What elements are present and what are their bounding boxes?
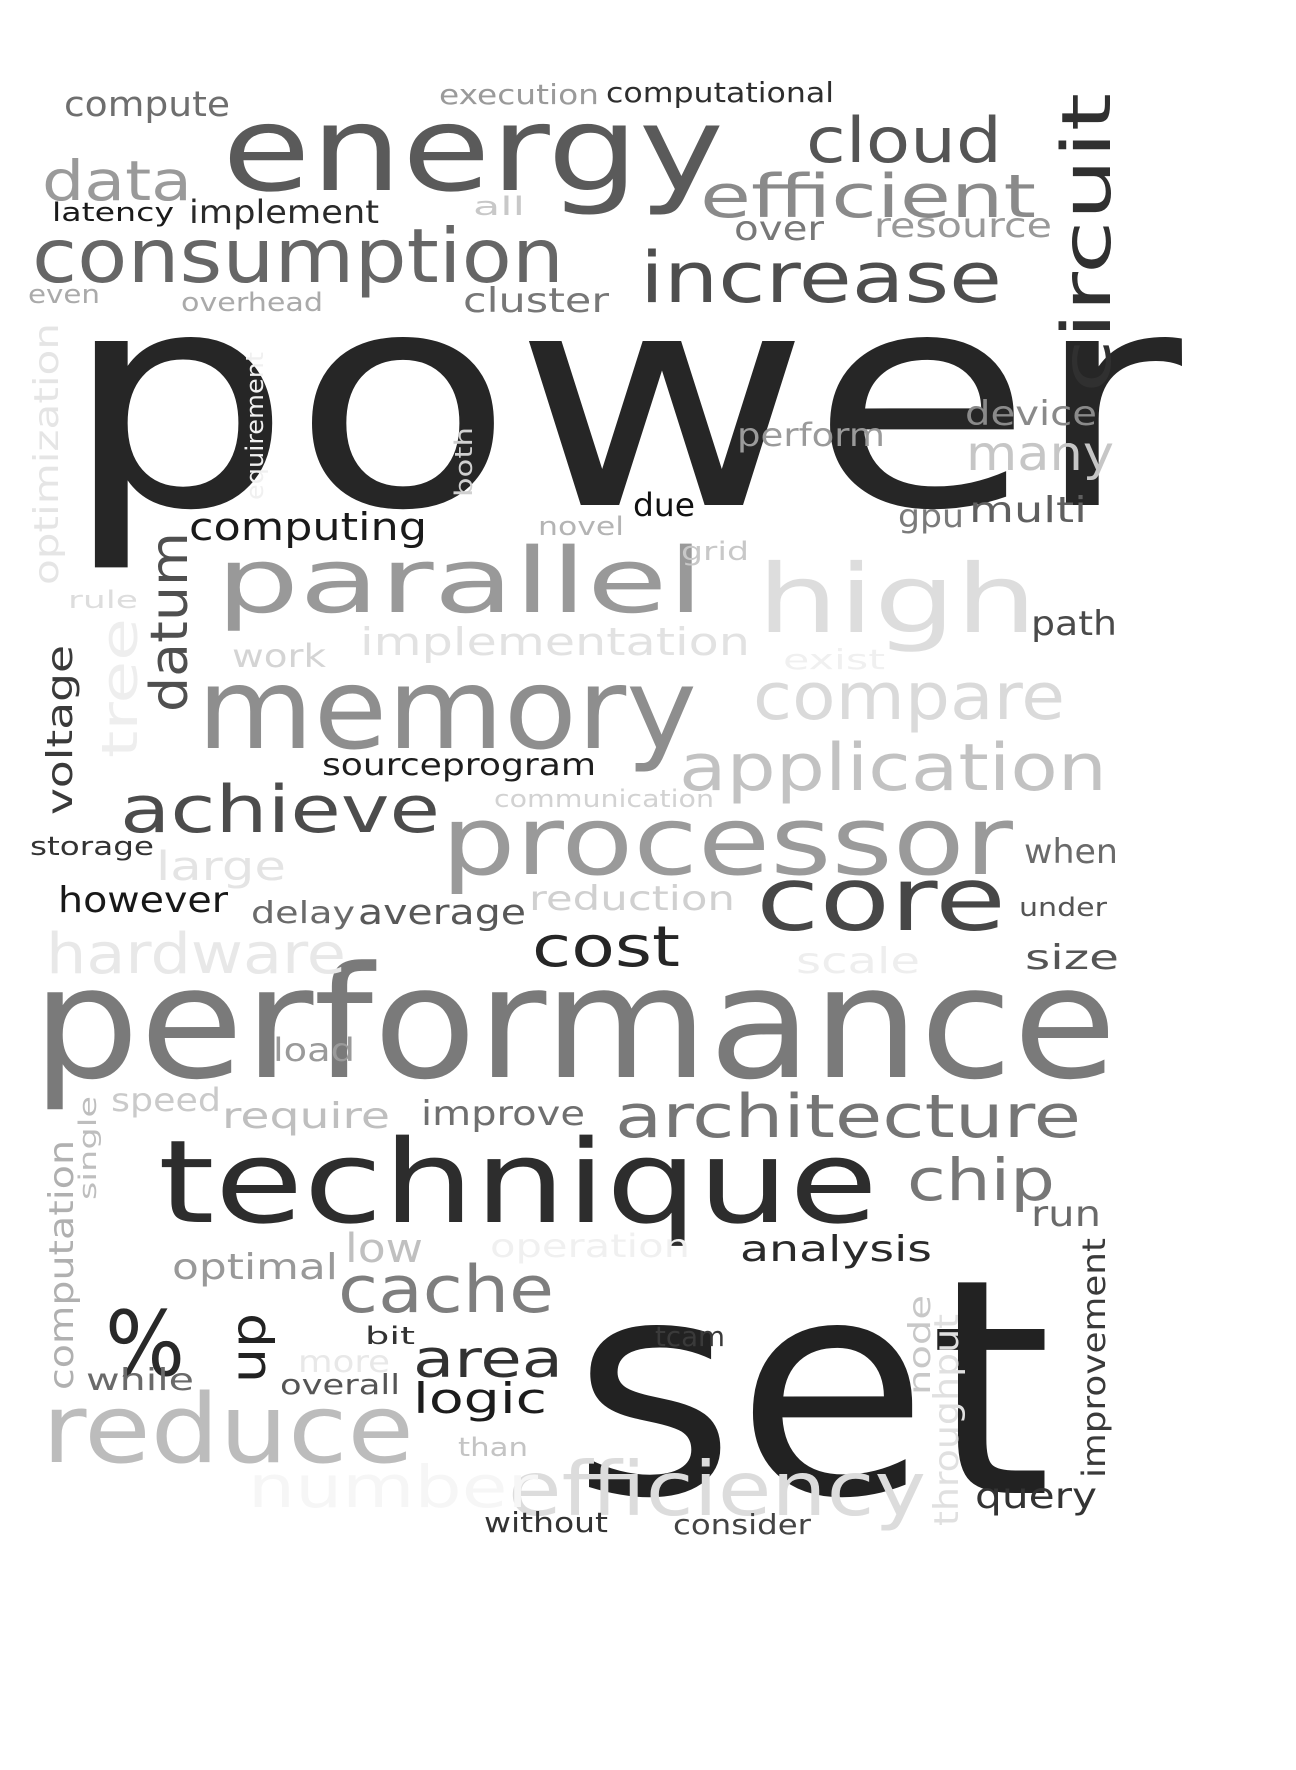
word-communication: communication (494, 785, 714, 813)
word-compute: compute (64, 85, 230, 125)
word-tree: tree (91, 618, 149, 758)
word-processor: processor (441, 787, 1014, 897)
word-rule: rule (68, 586, 138, 614)
word-improvement: improvement (1075, 1238, 1113, 1478)
word-all: all (473, 192, 525, 222)
word-node: node (903, 1295, 938, 1395)
word-efficient: efficient (700, 162, 1036, 232)
word-high: high (757, 545, 1037, 655)
word-latency: latency (52, 198, 174, 228)
word-both: both (450, 427, 478, 497)
word-due: due (633, 486, 695, 524)
word-reduction: reduction (529, 879, 735, 919)
word-overall: overall (280, 1368, 400, 1401)
word-cache: cache (338, 1253, 554, 1328)
word-improve: improve (421, 1094, 585, 1134)
word-perform: perform (737, 416, 885, 454)
word-energy: energy (222, 80, 724, 218)
word-more: more (298, 1345, 390, 1380)
word-circuit: circuit (1048, 93, 1127, 393)
word-sourceprogram: sourceprogram (322, 748, 596, 783)
word-low: low (345, 1226, 423, 1272)
word-load: load (273, 1031, 355, 1069)
word-area: area (413, 1330, 563, 1390)
word-however: however (58, 880, 228, 921)
word-scale: scale (796, 941, 920, 982)
word-resource: resource (874, 206, 1052, 246)
word-tcam: tcam (655, 1320, 725, 1353)
word-query: query (975, 1476, 1097, 1517)
word-over: over (734, 209, 824, 249)
word-optimal: optimal (172, 1247, 338, 1288)
word-overhead: overhead (181, 288, 323, 318)
word-storage: storage (30, 832, 154, 862)
word-require: require (222, 1096, 390, 1137)
word-increase: increase (640, 237, 1002, 319)
word-chip: chip (907, 1146, 1055, 1214)
word-than: than (458, 1433, 528, 1463)
word-compare: compare (753, 660, 1065, 735)
word-equirement: equirement (241, 352, 269, 500)
word-logic: logic (413, 1374, 547, 1423)
word-percent: % (105, 1292, 185, 1397)
word-cluster: cluster (463, 281, 609, 321)
word-application: application (679, 731, 1107, 806)
word-many: many (966, 426, 1114, 482)
word-implementation: implementation (360, 620, 750, 664)
word-path: path (1031, 604, 1117, 644)
word-analysis: analysis (740, 1229, 932, 1270)
word-execution: execution (439, 78, 599, 111)
word-size: size (1025, 938, 1119, 978)
word-reduce: reduce (42, 1375, 414, 1485)
word-grid: grid (681, 537, 749, 567)
word-consumption: consumption (32, 212, 564, 300)
word-set: set (572, 1215, 1052, 1564)
word-delay: delay (251, 896, 355, 931)
word-computing: computing (189, 505, 427, 549)
word-even: even (28, 280, 100, 310)
word-throughput: throughput (927, 1314, 967, 1526)
word-implement: implement (189, 193, 379, 231)
word-gpu: gpu (898, 497, 964, 535)
word-exist: exist (783, 643, 885, 676)
word-when: when (1024, 832, 1118, 872)
word-power: power (62, 227, 1186, 576)
word-cost: cost (532, 915, 680, 980)
word-large: large (156, 844, 286, 890)
word-consider: consider (673, 1508, 812, 1541)
word-computation: computation (42, 1140, 82, 1390)
word-computational: computational (606, 76, 834, 109)
word-novel: novel (538, 512, 624, 542)
word-hardware: hardware (46, 922, 346, 987)
word-multi: multi (969, 490, 1087, 531)
word-technique: technique (158, 1116, 878, 1250)
word-cloud: cloud (806, 104, 1002, 177)
word-memory: memory (197, 645, 697, 775)
word-data: data (42, 149, 192, 213)
word-number: number (248, 1453, 538, 1521)
word-speed: speed (111, 1081, 221, 1119)
word-achieve: achieve (120, 773, 440, 848)
word-while: while (86, 1363, 194, 1398)
word-under: under (1019, 893, 1107, 923)
word-optimization: optimization (27, 323, 67, 585)
word-up: up (221, 1313, 277, 1383)
word-core: core (756, 848, 1006, 951)
word-run: run (1031, 1194, 1101, 1235)
word-work: work (232, 637, 327, 675)
word-parallel: parallel (216, 529, 704, 634)
word-single: single (74, 1096, 102, 1200)
word-operation: operation (490, 1227, 690, 1265)
word-without: without (484, 1506, 608, 1539)
word-bit: bit (365, 1322, 415, 1350)
word-datum: datum (140, 532, 200, 712)
word-voltage: voltage (40, 645, 81, 815)
word-architecture: architecture (615, 1082, 1081, 1152)
word-efficiency: efficiency (508, 1445, 926, 1533)
word-performance: performance (32, 933, 1117, 1114)
word-device: device (965, 394, 1097, 434)
word-average: average (358, 893, 526, 933)
